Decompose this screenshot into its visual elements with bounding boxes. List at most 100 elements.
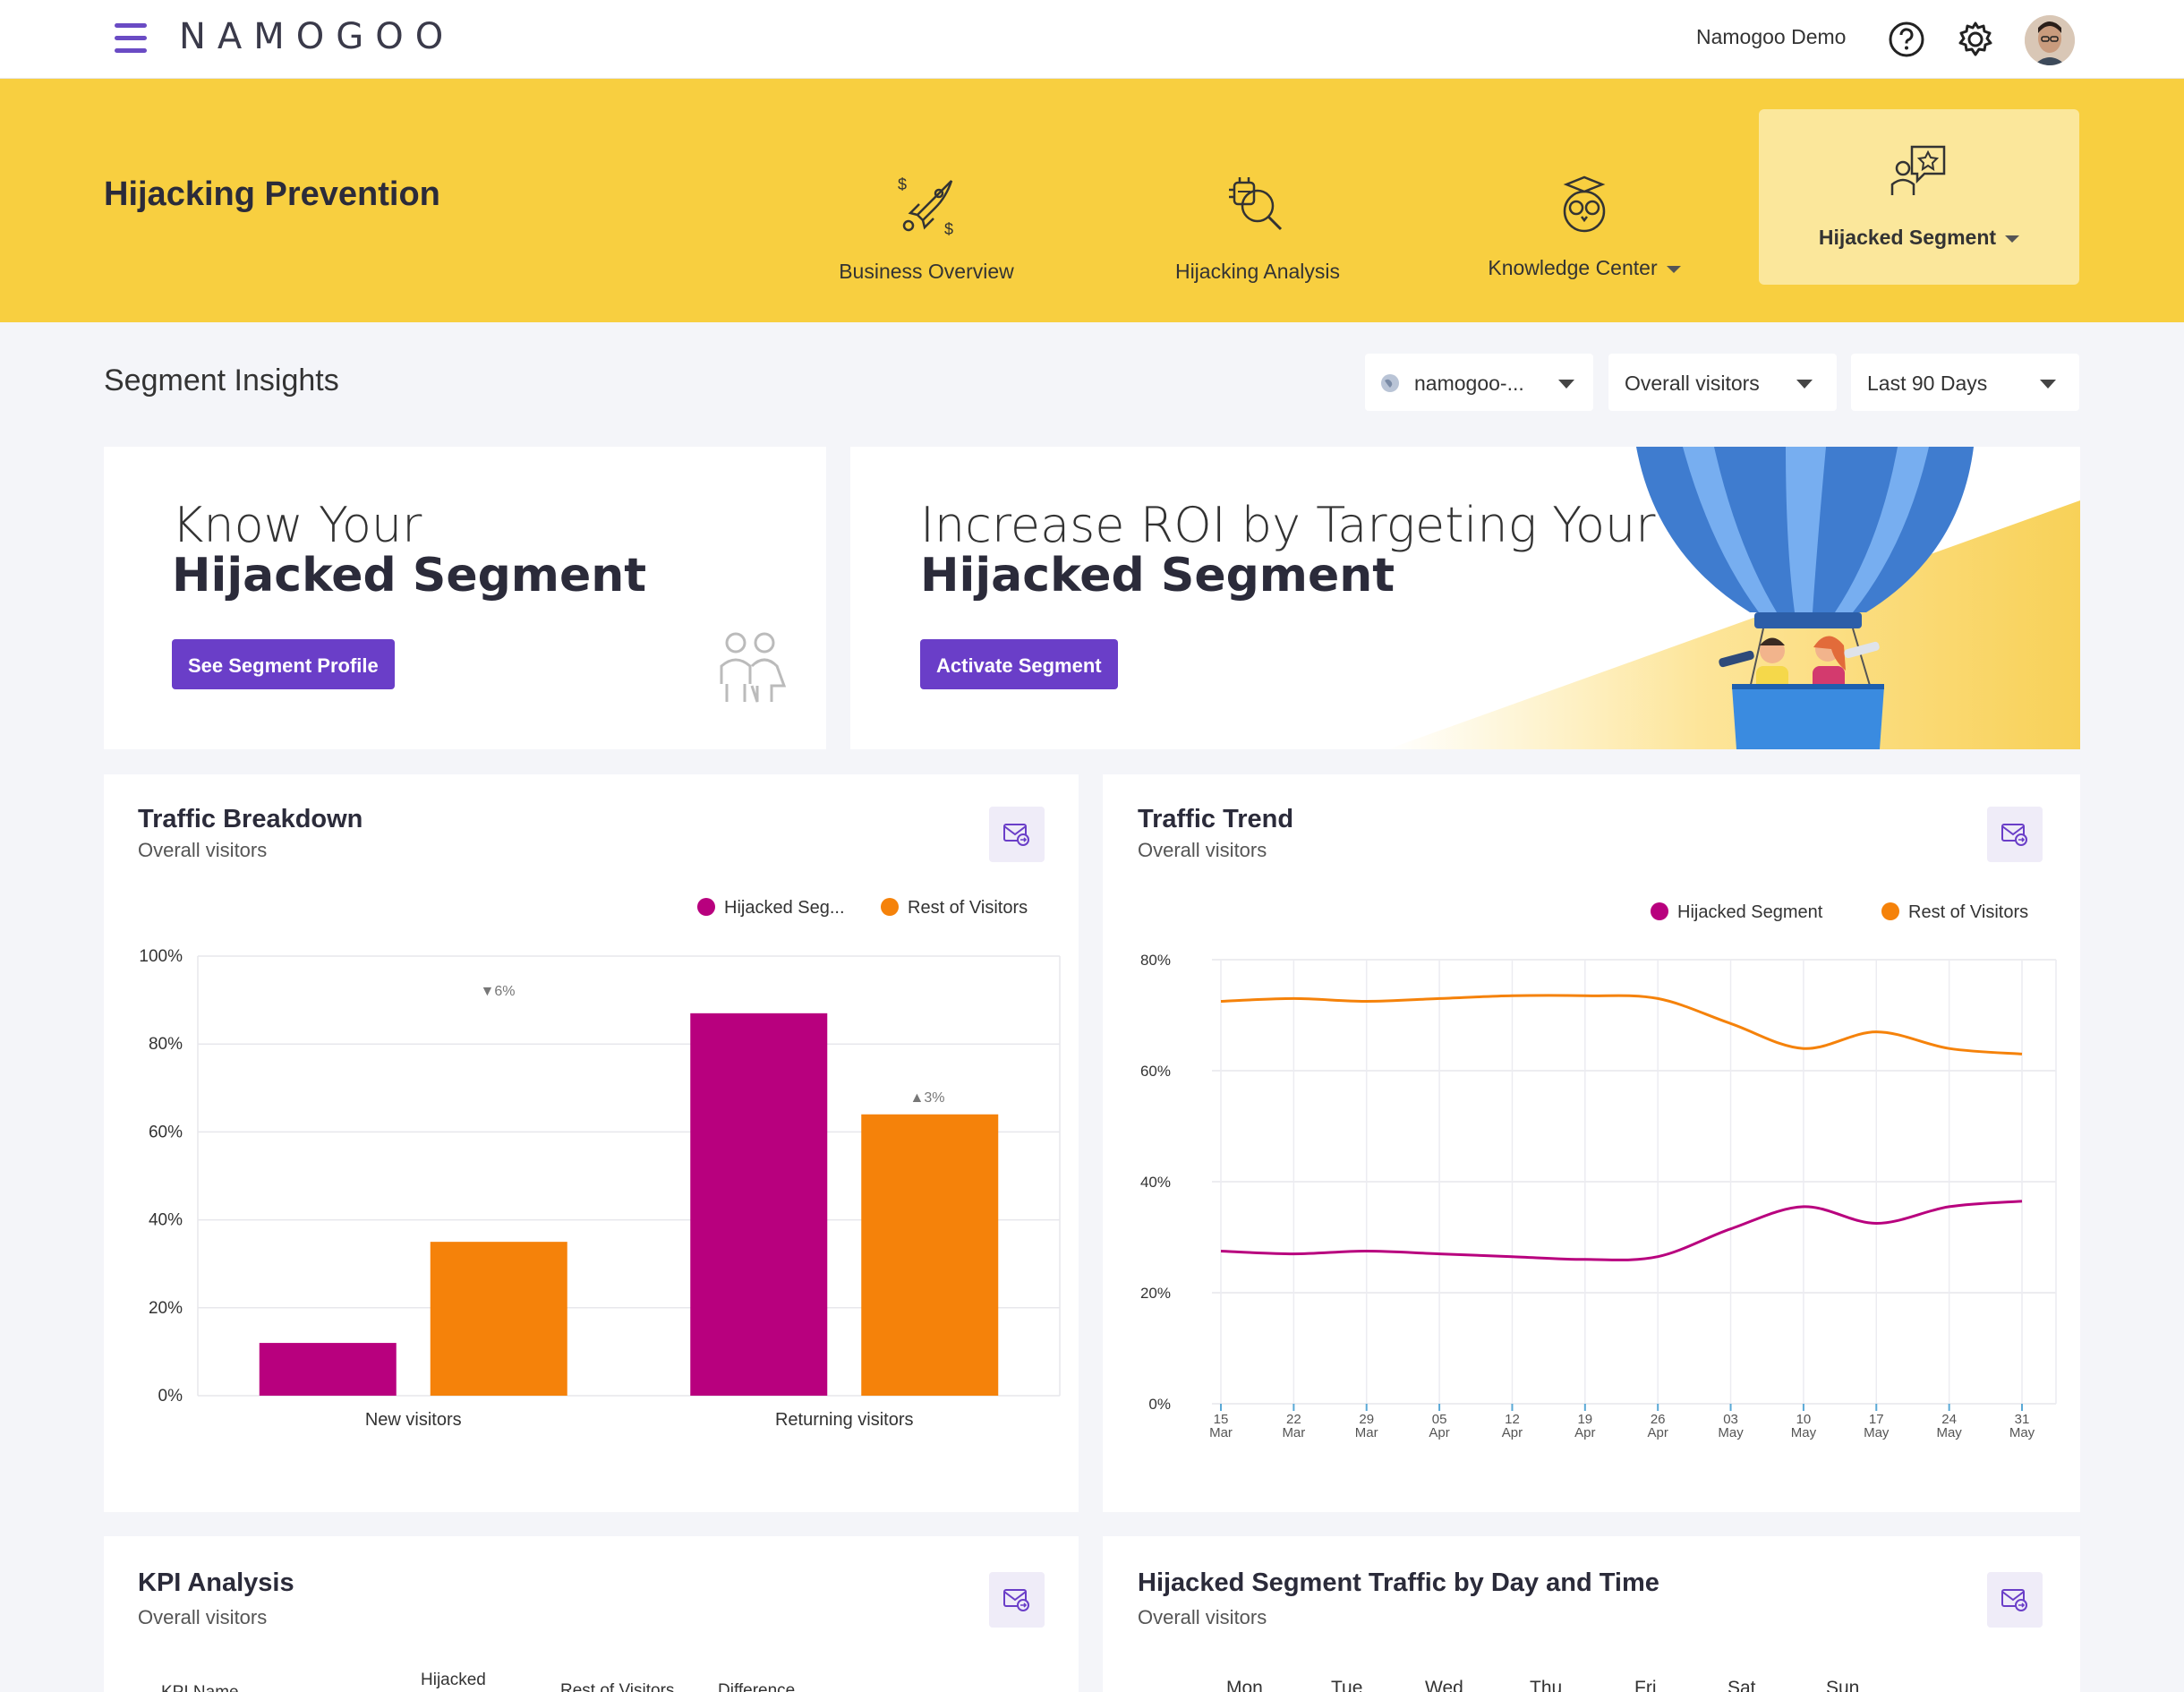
nav-knowledge-center[interactable]: Knowledge Center <box>1468 109 1701 285</box>
namogoo-logo[interactable]: NAMOGOO <box>179 16 456 57</box>
nav-hijacking-analysis[interactable]: Hijacking Analysis <box>1155 109 1361 285</box>
site-dropdown[interactable]: namogoo-... <box>1365 354 1593 411</box>
bar-rest <box>430 1242 567 1396</box>
kpi-analysis-card: KPI Analysis Overall visitors KPI Name H… <box>104 1536 1079 1692</box>
know-segment-card: Know Your Hijacked Segment See Segment P… <box>104 447 826 749</box>
hamburger-menu-icon[interactable] <box>115 23 147 54</box>
mail-send-icon <box>2001 824 2027 846</box>
y-tick-label: 0% <box>1148 1396 1171 1413</box>
email-report-button[interactable] <box>1987 1572 2043 1628</box>
day-label-fri: Fri <box>1634 1678 1657 1692</box>
chevron-down-icon <box>1558 380 1574 389</box>
legend-hijacked[interactable]: Hijacked Segment <box>1651 902 1822 923</box>
activate-segment-button[interactable]: Activate Segment <box>920 639 1118 689</box>
mail-send-icon <box>2001 1589 2027 1611</box>
y-tick-label: 40% <box>1140 1174 1171 1191</box>
activate-segment-card: Increase ROI by Targeting Your Hijacked … <box>850 447 2080 749</box>
x-tick-label: 22 Mar <box>1282 1412 1305 1440</box>
day-label-sat: Sat <box>1728 1678 1756 1692</box>
legend-rest[interactable]: Rest of Visitors <box>881 898 1028 919</box>
module-banner: Hijacking Prevention $ $ Business Overvi… <box>0 79 2184 322</box>
email-report-button[interactable] <box>989 807 1045 862</box>
promo-line2: Hijacked Segment <box>172 549 647 602</box>
person-star-icon <box>1890 145 1946 195</box>
y-tick-label: 40% <box>149 1211 183 1230</box>
legend-hijacked[interactable]: Hijacked Seg... <box>697 898 845 919</box>
gear-icon[interactable] <box>1956 20 1995 59</box>
change-annotation-returning: ▲3% <box>910 1090 945 1106</box>
day-label-wed: Wed <box>1425 1678 1463 1692</box>
email-report-button[interactable] <box>1987 807 2043 862</box>
x-tick-label: 15 Mar <box>1209 1412 1233 1440</box>
chevron-down-icon <box>2005 235 2020 243</box>
chart-subtitle: Overall visitors <box>138 1606 268 1628</box>
legend-dot <box>1881 902 1899 920</box>
kpi-col-rest[interactable]: Rest of Visitors <box>560 1681 675 1692</box>
globe-icon <box>1381 374 1399 392</box>
svg-text:$: $ <box>944 220 953 238</box>
email-report-button[interactable] <box>989 1572 1045 1628</box>
date-range-dropdown[interactable]: Last 90 Days <box>1851 354 2079 411</box>
svg-text:$: $ <box>898 175 907 193</box>
promo-line2: Hijacked Segment <box>920 549 1395 602</box>
visitors-dropdown[interactable]: Overall visitors <box>1608 354 1837 411</box>
x-tick-label: 24 May <box>1936 1412 1962 1440</box>
chart-title: Traffic Breakdown <box>138 805 363 833</box>
bar-rest <box>861 1114 999 1396</box>
people-icon <box>720 632 787 703</box>
page-title: Hijacking Prevention <box>104 175 440 213</box>
hot-air-balloon-illustration <box>1387 447 2080 749</box>
x-tick-label: 05 Apr <box>1429 1412 1449 1440</box>
legend-rest[interactable]: Rest of Visitors <box>1881 902 2028 923</box>
kpi-col-name[interactable]: KPI Name <box>161 1683 239 1692</box>
x-tick-label: 10 May <box>1791 1412 1817 1440</box>
nav-hijacked-segment-label: Hijacked Segment <box>1759 226 2079 250</box>
nav-knowledge-center-label: Knowledge Center <box>1468 256 1701 280</box>
x-tick-label: 31 May <box>2009 1412 2035 1440</box>
traffic-trend-card: Traffic Trend Overall visitors Hijacked … <box>1103 774 2080 1512</box>
x-tick-label: 17 May <box>1864 1412 1890 1440</box>
traffic-breakdown-chart: 100% 80% 60% 40% 20% 0% New visitors Returning… <box>139 947 1061 1430</box>
legend-dot <box>1651 902 1668 920</box>
owl-icon <box>1563 175 1606 233</box>
mail-send-icon <box>1003 824 1029 846</box>
x-category-label: New visitors <box>365 1410 462 1430</box>
site-dropdown-value: namogoo-... <box>1414 372 1524 395</box>
see-segment-profile-button[interactable]: See Segment Profile <box>172 639 395 689</box>
chart-subtitle: Overall visitors <box>1138 839 1267 861</box>
day-time-card: Hijacked Segment Traffic by Day and Time… <box>1103 1536 2080 1692</box>
chart-subtitle: Overall visitors <box>138 839 268 861</box>
y-tick-label: 80% <box>149 1035 183 1054</box>
user-name[interactable]: Namogoo Demo <box>1696 25 1847 48</box>
chevron-down-icon <box>1796 380 1813 389</box>
day-label-thu: Thu <box>1530 1678 1563 1692</box>
y-tick-label: 20% <box>1140 1285 1171 1302</box>
nav-hijacking-analysis-label: Hijacking Analysis <box>1174 260 1341 283</box>
day-label-sun: Sun <box>1826 1678 1860 1692</box>
rocket-dollar-icon: $ $ <box>898 175 953 238</box>
x-tick-label: 03 May <box>1718 1412 1744 1440</box>
date-range-value: Last 90 Days <box>1867 372 1988 395</box>
section-title: Segment Insights <box>104 363 339 397</box>
day-label-mon: Mon <box>1226 1678 1263 1692</box>
visitors-dropdown-value: Overall visitors <box>1625 372 1760 395</box>
question-circle-icon[interactable] <box>1887 20 1926 59</box>
nav-hijacked-segment[interactable]: Hijacked Segment <box>1759 109 2079 285</box>
chart-title: Hijacked Segment Traffic by Day and Time <box>1138 1568 1659 1597</box>
traffic-breakdown-card: Traffic Breakdown Overall visitors Hijac… <box>104 774 1079 1512</box>
promo-line1: Increase ROI by Targeting Your <box>920 497 1656 553</box>
bug-magnifier-icon <box>1229 177 1283 231</box>
nav-business-overview[interactable]: $ $ Business Overview <box>823 109 1029 285</box>
x-tick-label: 12 Apr <box>1502 1412 1523 1440</box>
y-tick-label: 100% <box>139 947 183 966</box>
user-avatar[interactable] <box>2025 15 2075 65</box>
kpi-col-difference[interactable]: Difference <box>718 1681 796 1692</box>
series-line-hijacked <box>1220 1200 2023 1261</box>
nav-business-overview-label: Business Overview <box>839 260 1014 283</box>
x-tick-label: 29 Mar <box>1355 1412 1378 1440</box>
x-category-label: Returning visitors <box>775 1410 914 1430</box>
bar-hijacked <box>690 1013 828 1396</box>
traffic-trend-chart: 80% 60% 40% 20% 0% 15 Mar 22 Mar 29 Mar 05 Apr 12 Apr 1… <box>1140 952 2057 1440</box>
series-line-rest <box>1220 994 2023 1055</box>
kpi-col-hijacked[interactable]: Hijacked <box>421 1671 486 1689</box>
